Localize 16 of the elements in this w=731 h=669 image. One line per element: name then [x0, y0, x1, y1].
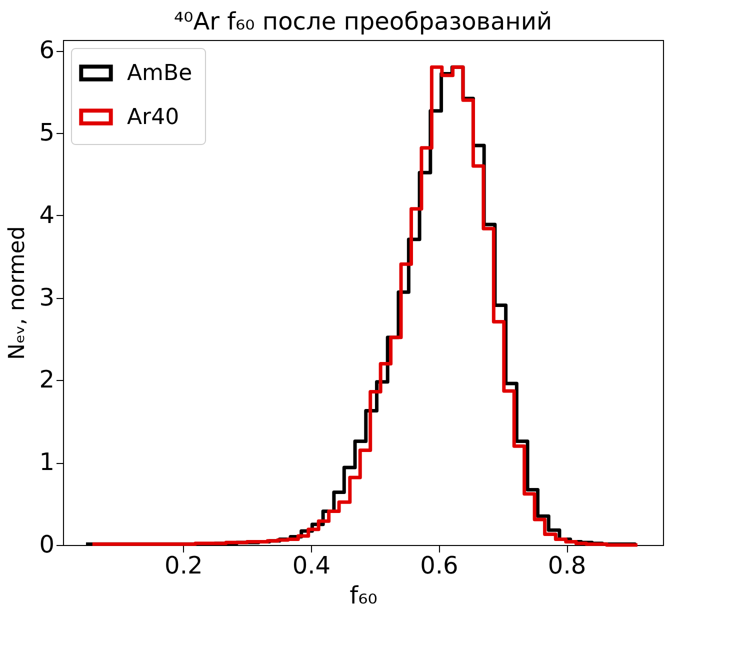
y-axis-title: Nₑᵥ, normed [5, 226, 30, 360]
chart-title: ⁴⁰Ar f₆₀ после преобразований [174, 8, 552, 36]
x-tick-label: 0.8 [548, 552, 586, 580]
y-tick-label: 0 [39, 530, 54, 558]
x-axis-title: f₆₀ [350, 582, 378, 610]
y-tick-label: 4 [39, 200, 54, 229]
y-tick-label: 1 [39, 448, 54, 476]
x-tick-label: 0.6 [420, 552, 458, 580]
x-tick-label: 0.2 [164, 552, 203, 580]
y-tick-label: 3 [39, 283, 54, 312]
y-tick-label: 6 [39, 36, 54, 64]
y-tick-label: 2 [39, 366, 54, 394]
legend-label: Ar40 [127, 105, 180, 130]
y-tick-label: 5 [39, 118, 54, 147]
x-tick-label: 0.4 [292, 552, 331, 580]
legend-label: AmBe [127, 61, 192, 86]
